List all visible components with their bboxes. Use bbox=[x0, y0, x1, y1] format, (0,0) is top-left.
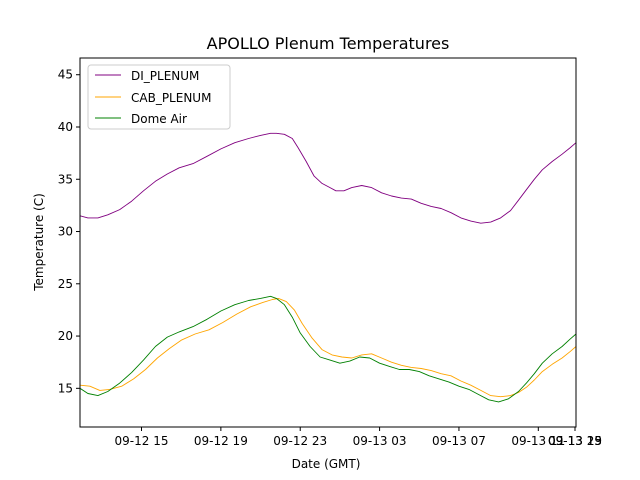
y-tick-label: 15 bbox=[58, 381, 73, 395]
x-tick-label: 09-12 19 bbox=[194, 434, 248, 448]
plot-content bbox=[80, 132, 576, 403]
series-line-di-plenum bbox=[80, 132, 576, 224]
y-tick-label: 45 bbox=[58, 68, 73, 82]
x-tick-label: 09-12 15 bbox=[115, 434, 169, 448]
y-axis-label: Temperature (C) bbox=[32, 193, 46, 292]
x-tick-label: 09-13 15 bbox=[548, 434, 602, 448]
legend-label-di-plenum: DI_PLENUM bbox=[131, 69, 199, 83]
chart-title: APOLLO Plenum Temperatures bbox=[207, 34, 450, 53]
legend: DI_PLENUM CAB_PLENUM Dome Air bbox=[87, 64, 231, 130]
x-tick-label: 09-13 03 bbox=[353, 434, 407, 448]
y-tick-label: 35 bbox=[58, 172, 73, 186]
x-axis-ticks: 09-12 15 09-12 19 09-12 23 09-13 03 09-13 07… bbox=[115, 427, 602, 448]
legend-label-dome-air: Dome Air bbox=[131, 112, 187, 126]
x-tick-label: 09-13 19 bbox=[548, 434, 602, 448]
series-line-cab-plenum bbox=[80, 297, 576, 398]
x-tick-label: 09-12 23 bbox=[273, 434, 327, 448]
y-tick-label: 25 bbox=[58, 277, 73, 291]
y-tick-label: 20 bbox=[58, 329, 73, 343]
legend-label-cab-plenum: CAB_PLENUM bbox=[131, 91, 211, 105]
x-tick-label: 09-13 11 bbox=[511, 434, 565, 448]
x-axis-label: Date (GMT) bbox=[292, 457, 361, 471]
y-tick-label: 30 bbox=[58, 225, 73, 239]
x-tick-label: 09-13 07 bbox=[432, 434, 486, 448]
series-line-dome-air bbox=[80, 295, 576, 403]
legend-box bbox=[87, 64, 231, 130]
y-axis-ticks: 15 20 25 30 35 40 45 bbox=[58, 68, 80, 395]
y-tick-label: 40 bbox=[58, 120, 73, 134]
axes-frame bbox=[79, 57, 577, 428]
x-tick-label: 09-13 23 bbox=[548, 434, 602, 448]
